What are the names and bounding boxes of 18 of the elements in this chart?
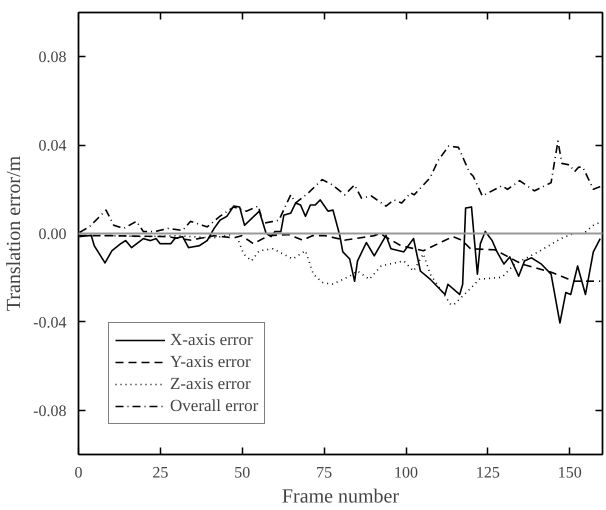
x-tick-label: 25 — [152, 464, 168, 482]
y-tick-label: -0.08 — [33, 402, 66, 420]
y-tick-label: 0.08 — [38, 49, 66, 66]
x-tick-label: 100 — [394, 464, 418, 482]
y-tick-label: -0.04 — [33, 314, 66, 332]
x-tick-label: 150 — [558, 464, 582, 482]
legend-label: Z-axis error — [170, 373, 251, 395]
legend-label: Overall error — [170, 395, 258, 417]
y-tick-label: 0.04 — [38, 138, 66, 155]
legend-label: X-axis error — [170, 329, 253, 351]
x-tick-label: 125 — [476, 464, 500, 482]
x-tick-label: 0 — [74, 464, 82, 482]
x-tick-label: 75 — [316, 464, 332, 482]
x-tick-label: 50 — [234, 464, 250, 482]
x-axis-title: Frame number — [282, 486, 400, 508]
y-axis-title: Translation error/m — [3, 155, 26, 312]
legend-label: Y-axis error — [170, 351, 251, 373]
y-tick-label: 0.00 — [38, 226, 66, 243]
